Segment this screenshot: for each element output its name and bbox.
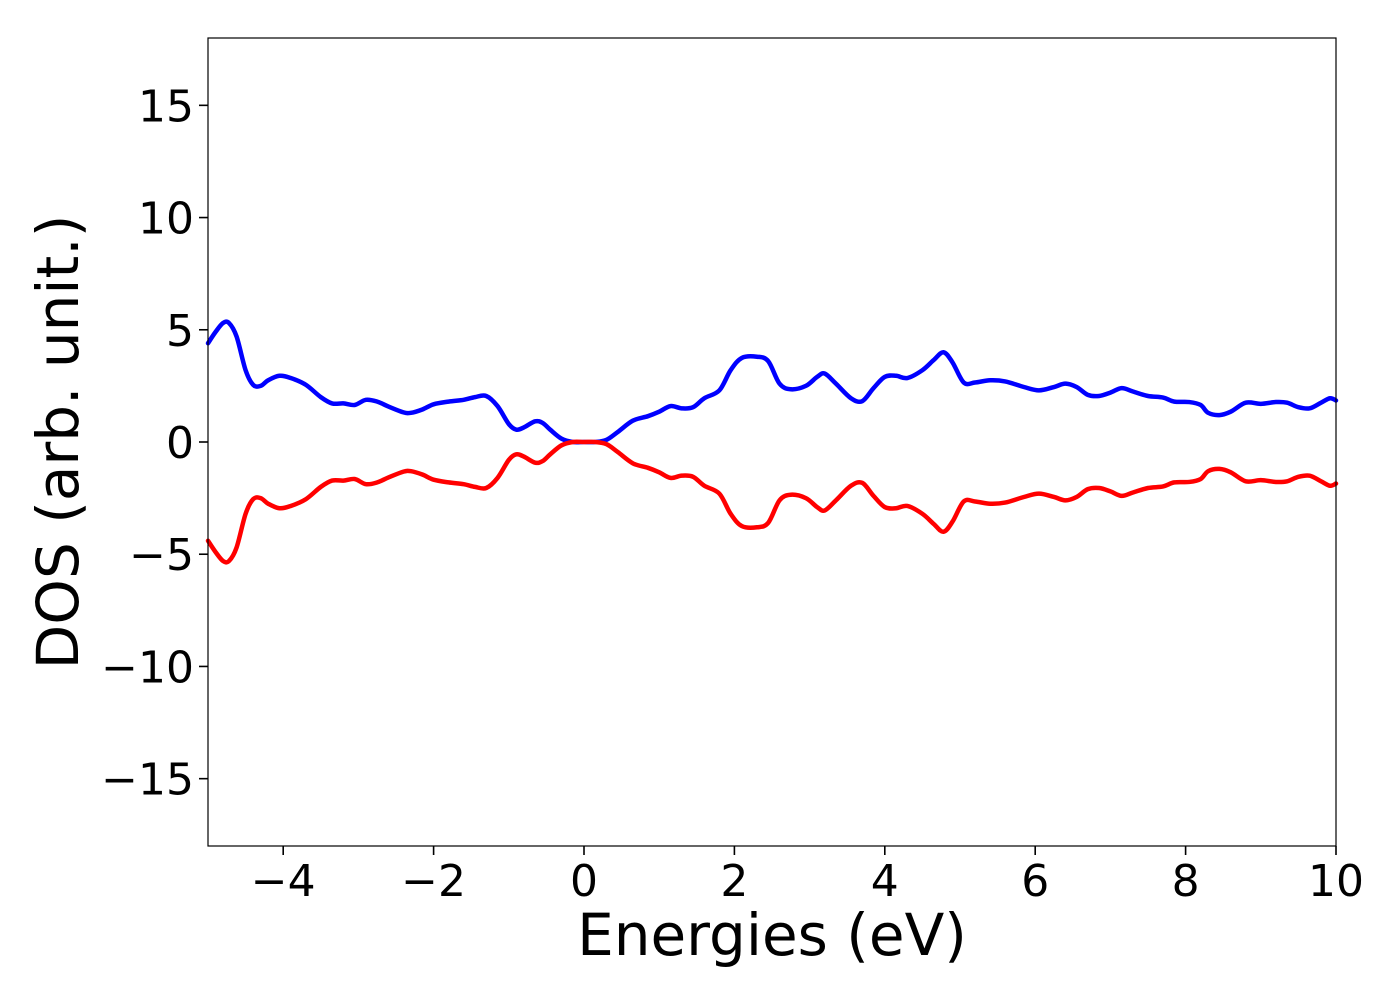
x-tick-label: −2 [401,856,466,907]
x-tick-label: 0 [570,856,598,907]
y-tick-label: −10 [101,642,194,693]
y-axis-title: DOS (arb. unit.) [24,215,92,670]
x-tick-label: 2 [720,856,748,907]
x-tick-label: 4 [871,856,899,907]
x-tick-label: 6 [1021,856,1049,907]
x-axis-title: Energies (eV) [577,901,967,969]
series-line-2 [205,439,1339,565]
y-tick-label: 10 [138,194,194,245]
y-tick-label: −5 [129,530,194,581]
y-tick-label: 5 [166,306,194,357]
y-axis: −15 −10 −5 0 5 10 15 [101,81,208,806]
y-tick-label: 0 [166,418,194,469]
series-layer [205,319,1339,565]
y-tick-label: 15 [138,81,194,132]
y-tick-label: −15 [101,755,194,806]
x-axis: −4 −2 0 2 4 6 8 10 [251,846,1364,907]
x-tick-label: 10 [1308,856,1364,907]
plot-frame [207,37,1337,847]
x-tick-label: −4 [251,856,316,907]
series-line-1 [205,319,1339,445]
x-tick-label: 8 [1172,856,1200,907]
